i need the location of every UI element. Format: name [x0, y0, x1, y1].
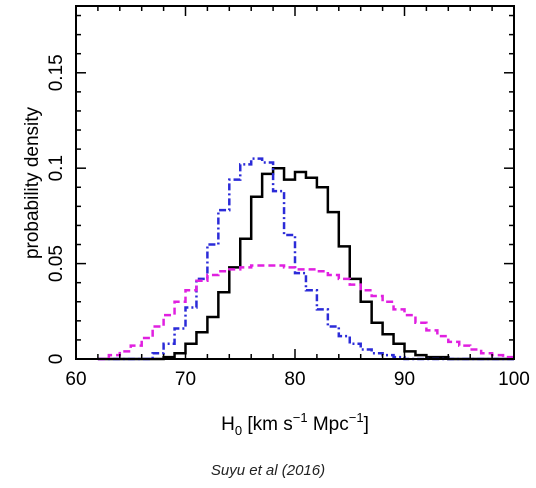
x-axis-title-subscript: 0	[235, 423, 242, 438]
x-tick-label: 80	[284, 369, 305, 390]
series-layer	[97, 157, 516, 361]
x-tick-label: 100	[498, 369, 530, 390]
x-axis-title-units-mid: Mpc	[308, 414, 349, 435]
x-tick-label: 90	[394, 369, 415, 390]
y-tick-label: 0.15	[46, 54, 67, 91]
y-tick-label: 0.05	[46, 245, 67, 282]
x-axis-title-superscript-1: −1	[293, 410, 308, 425]
x-axis-title-superscript-2: −1	[349, 410, 364, 425]
x-axis-title-symbol: H	[221, 414, 235, 435]
series-solid-histogram-0	[97, 166, 514, 361]
figure-caption: Suyu et al (2016)	[210, 462, 326, 479]
y-tick-label: 0	[46, 354, 67, 365]
x-axis-title-end: ]	[364, 414, 369, 435]
x-tick-label: 70	[175, 369, 196, 390]
tick-layer: 60 70 80 90 100 0 0.05 0.1 0.15	[46, 6, 530, 390]
y-tick-label: 0.1	[46, 155, 67, 181]
series-dash-dot-histogram-1	[97, 157, 514, 361]
y-axis-title: probability density	[22, 106, 43, 259]
series-dashed-histogram-2	[97, 264, 516, 361]
x-axis-title: H0 [km s−1 Mpc−1]	[221, 410, 369, 438]
plot-frame	[75, 5, 515, 360]
x-tick-label: 60	[65, 369, 86, 390]
histogram-chart: 60 70 80 90 100 0 0.05 0.1 0.15 probability dens…	[22, 5, 530, 438]
x-axis-title-units: [km s	[242, 414, 293, 435]
